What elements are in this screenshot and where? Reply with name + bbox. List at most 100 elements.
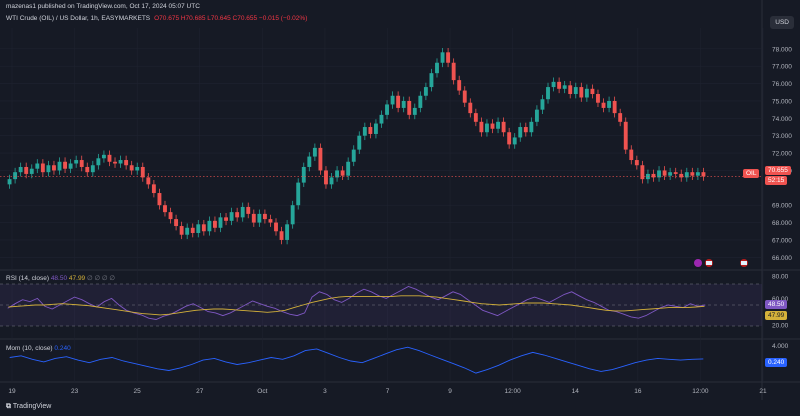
candle-body <box>324 170 328 185</box>
candle-body <box>318 147 323 171</box>
candle-body <box>634 160 639 166</box>
candle-body <box>435 62 439 74</box>
candle-body <box>362 127 367 136</box>
candle-body <box>451 62 456 81</box>
candle-body <box>346 161 351 176</box>
momentum-value-tag: 0.240 <box>765 358 788 367</box>
candle-body <box>52 165 56 171</box>
candle-body <box>68 163 73 169</box>
candle-body <box>79 160 84 167</box>
candlestick-series <box>7 47 706 245</box>
candle-body <box>668 172 673 176</box>
candle-body <box>179 226 184 235</box>
momentum-tick-label: 4.000 <box>772 343 789 350</box>
published-caption: mazenas1 published on TradingView.com, O… <box>6 3 200 10</box>
tradingview-logo[interactable]: ⧉ TradingView <box>6 403 51 411</box>
candle-body <box>207 220 212 232</box>
momentum-value: 0.240 <box>54 345 71 352</box>
candle-body <box>596 94 600 103</box>
ohlc-values: O70.675 H70.685 L70.645 C70.655 −0.015 (… <box>154 15 308 22</box>
price-tick-label: 67.000 <box>772 237 792 244</box>
candle-body <box>496 121 500 129</box>
rsi-line <box>7 286 706 320</box>
price-tick-label: 74.000 <box>772 116 792 123</box>
logo-text: TradingView <box>12 403 52 410</box>
candle-body <box>579 87 584 98</box>
candle-body <box>418 95 423 108</box>
candle-body <box>429 73 434 88</box>
candle-body <box>590 88 595 95</box>
candle-body <box>140 166 145 178</box>
rsi-label[interactable]: RSI (14, close) <box>6 275 49 282</box>
rsi-tick-label: 20.00 <box>772 322 789 329</box>
time-tick-label: Oct <box>257 388 267 395</box>
candle-body <box>13 172 18 180</box>
candle-body <box>262 213 267 220</box>
candle-body <box>57 161 62 171</box>
candle-body <box>573 87 578 95</box>
rsi-value: 48.50 <box>50 275 68 282</box>
candle-body <box>601 102 606 108</box>
candle-body <box>218 217 223 228</box>
time-tick-label: 3 <box>323 388 327 395</box>
candle-body <box>74 160 79 164</box>
candle-body <box>518 127 523 138</box>
candle-body <box>501 121 506 133</box>
candle-body <box>390 95 395 105</box>
rsi-tick-label: 60.00 <box>772 296 789 303</box>
candle-body <box>240 206 245 218</box>
candle-body <box>213 220 217 228</box>
candle-body <box>63 161 68 169</box>
price-tick-label: 73.000 <box>772 133 792 140</box>
candle-body <box>312 147 317 157</box>
candle-body <box>201 224 206 232</box>
price-tick-label: 77.000 <box>772 64 792 71</box>
candle-body <box>407 100 412 115</box>
time-tick-label: 16 <box>634 388 642 395</box>
time-tick-label: 7 <box>386 388 390 395</box>
price-tick-label: 76.000 <box>772 81 792 88</box>
candle-body <box>246 206 251 214</box>
symbol-name[interactable]: WTI Crude (OIL) / US Dollar, 1h, EASYMAR… <box>6 15 151 22</box>
candle-body <box>135 166 140 171</box>
candle-body <box>462 90 467 103</box>
candle-body <box>584 88 589 98</box>
candle-body <box>118 160 123 164</box>
price-tick-label: 69.000 <box>772 203 792 210</box>
candle-body <box>151 184 156 194</box>
gridlines <box>0 28 764 382</box>
candle-body <box>124 160 129 166</box>
candle-body <box>163 205 167 213</box>
candle-body <box>623 121 628 150</box>
time-tick-label: 14 <box>572 388 580 395</box>
candle-body <box>651 173 656 178</box>
momentum-label[interactable]: Mom (10, close) <box>6 345 53 352</box>
currency-button[interactable]: USD <box>770 16 794 29</box>
candle-body <box>101 154 106 159</box>
candle-body <box>446 52 451 63</box>
price-tick-label: 68.000 <box>772 220 792 227</box>
candle-body <box>90 165 95 173</box>
candle-body <box>251 213 256 223</box>
candle-body <box>129 165 134 171</box>
candle-body <box>385 104 389 115</box>
time-tick-label: 21 <box>759 388 767 395</box>
candle-body <box>146 177 151 185</box>
candle-body <box>457 80 462 91</box>
candle-body <box>190 227 195 233</box>
time-axis-labels: 19 23 25 27 Oct 3 7 9 12:00 14 16 12:00 21 <box>8 388 767 395</box>
candle-body <box>329 177 334 185</box>
time-tick-label: 27 <box>196 388 204 395</box>
candle-body <box>690 172 695 176</box>
candle-body <box>412 107 417 115</box>
candle-body <box>229 212 234 221</box>
candle-body <box>423 87 428 96</box>
candle-body <box>168 212 173 220</box>
rsi-value-tag: 48.50 <box>765 300 788 309</box>
candle-body <box>96 158 101 166</box>
time-tick-label: 19 <box>8 388 16 395</box>
rsi-legend: RSI (14, close) 48.50 47.99 ∅ ∅ ∅ ∅ <box>6 274 115 282</box>
candle-body <box>557 81 562 89</box>
rsi-ma-tag: 47.99 <box>765 311 788 320</box>
